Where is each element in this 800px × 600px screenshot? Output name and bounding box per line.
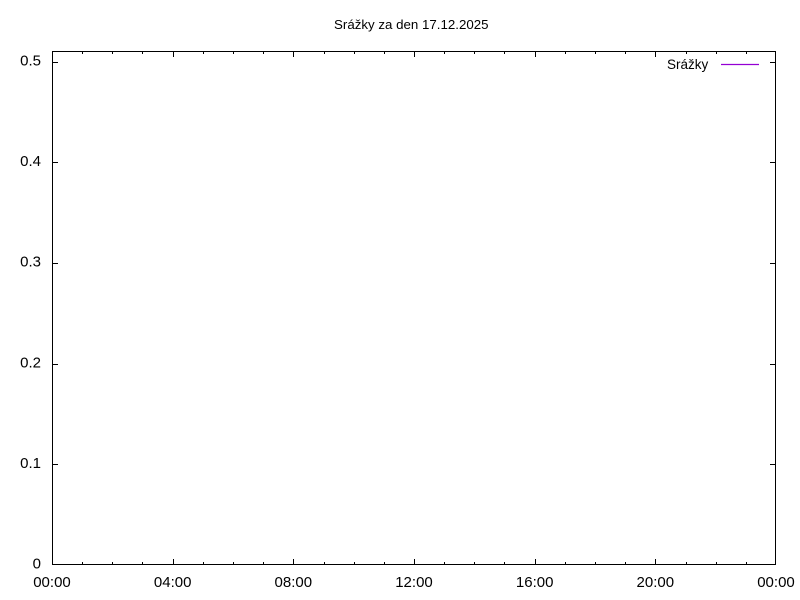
svg-text:04:00: 04:00 bbox=[154, 574, 192, 591]
svg-text:00:00: 00:00 bbox=[757, 574, 795, 591]
svg-text:20:00: 20:00 bbox=[637, 574, 675, 591]
svg-text:12:00: 12:00 bbox=[395, 574, 433, 591]
svg-text:08:00: 08:00 bbox=[275, 574, 313, 591]
svg-text:0.2: 0.2 bbox=[20, 354, 41, 371]
svg-text:0: 0 bbox=[33, 556, 41, 573]
svg-text:0.5: 0.5 bbox=[20, 52, 41, 69]
svg-text:Srážky: Srážky bbox=[667, 57, 709, 72]
svg-text:00:00: 00:00 bbox=[33, 574, 71, 591]
svg-text:16:00: 16:00 bbox=[516, 574, 554, 591]
svg-text:Srážky za den 17.12.2025: Srážky za den 17.12.2025 bbox=[334, 17, 489, 32]
svg-text:0.3: 0.3 bbox=[20, 254, 41, 271]
svg-text:0.1: 0.1 bbox=[20, 455, 41, 472]
svg-text:0.4: 0.4 bbox=[20, 153, 41, 170]
